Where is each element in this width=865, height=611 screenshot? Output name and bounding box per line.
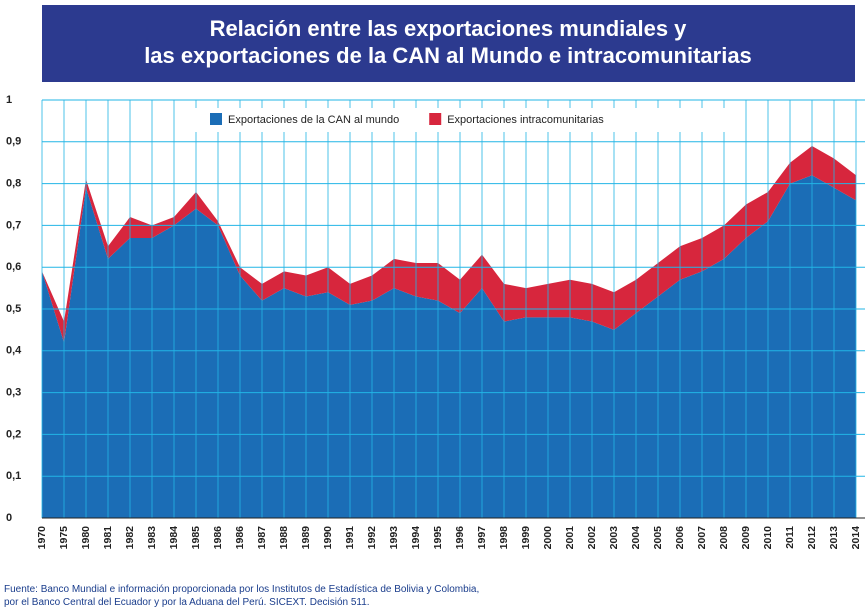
source-note: Fuente: Banco Mundial e información prop… <box>4 584 479 595</box>
legend-swatch <box>210 113 222 125</box>
y-tick-label: 0,4 <box>6 345 22 357</box>
x-tick-label: 2004 <box>630 526 642 550</box>
x-tick-label: 2013 <box>828 526 840 550</box>
legend-swatch <box>429 113 442 125</box>
x-tick-label: 1998 <box>498 526 510 550</box>
x-tick-label: 1986 <box>234 526 246 550</box>
x-tick-label: 2008 <box>718 526 730 550</box>
x-tick-label: 2001 <box>564 526 576 550</box>
x-tick-label: 1970 <box>36 526 48 550</box>
x-tick-label: 1981 <box>102 526 114 550</box>
y-tick-label: 0,7 <box>6 219 21 231</box>
x-tick-label: 1989 <box>300 526 312 550</box>
chart-title: Relación entre las exportaciones mundial… <box>210 16 688 41</box>
x-tick-label: 2002 <box>586 526 598 550</box>
x-tick-label: 1991 <box>344 526 356 550</box>
x-tick-label: 2012 <box>806 526 818 550</box>
x-tick-label: 2006 <box>674 526 686 550</box>
chart-title: las exportaciones de la CAN al Mundo e i… <box>144 43 752 68</box>
title-banner <box>42 5 855 82</box>
area <box>42 145 856 343</box>
source-note: por el Banco Central del Ecuador y por l… <box>4 597 370 608</box>
legend-label: Exportaciones de la CAN al mundo <box>228 114 399 126</box>
x-tick-label: 1994 <box>410 526 422 550</box>
y-tick-label: 0,3 <box>6 387 21 399</box>
y-tick-label: 0 <box>6 512 12 524</box>
x-tick-label: 2014 <box>850 526 862 550</box>
y-tick-label: 0,6 <box>6 261 21 273</box>
x-tick-label: 2010 <box>762 526 774 550</box>
y-tick-label: 0,8 <box>6 178 21 190</box>
legend-box <box>190 108 730 132</box>
y-tick-label: 0,5 <box>6 303 21 315</box>
x-tick-label: 1995 <box>432 526 444 550</box>
x-tick-label: 1996 <box>454 526 466 550</box>
x-tick-label: 2009 <box>740 526 752 550</box>
x-tick-label: 2007 <box>696 526 708 550</box>
legend-label: Exportaciones intracomunitarias <box>447 114 604 126</box>
x-tick-label: 2003 <box>608 526 620 550</box>
x-tick-label: 1980 <box>80 526 92 550</box>
x-tick-label: 1987 <box>256 526 268 550</box>
x-tick-label: 1986 <box>212 526 224 550</box>
x-tick-label: 1975 <box>58 526 70 550</box>
x-tick-label: 1988 <box>278 526 290 550</box>
x-tick-label: 1997 <box>476 526 488 550</box>
x-tick-label: 1984 <box>168 526 180 550</box>
x-tick-label: 2000 <box>542 526 554 550</box>
x-tick-label: 1982 <box>124 526 136 550</box>
x-tick-label: 2011 <box>784 526 796 549</box>
y-tick-label: 1 <box>6 94 12 106</box>
x-tick-label: 1999 <box>520 526 532 550</box>
x-tick-label: 1992 <box>366 526 378 550</box>
x-tick-label: 1993 <box>388 526 400 550</box>
y-tick-label: 0,9 <box>6 136 21 148</box>
x-tick-label: 1985 <box>190 526 202 550</box>
x-tick-label: 1990 <box>322 526 334 550</box>
y-tick-label: 0,1 <box>6 470 21 482</box>
x-tick-label: 1983 <box>146 526 158 550</box>
area <box>42 175 856 519</box>
y-tick-label: 0,2 <box>6 428 21 440</box>
x-tick-label: 2005 <box>652 526 664 550</box>
